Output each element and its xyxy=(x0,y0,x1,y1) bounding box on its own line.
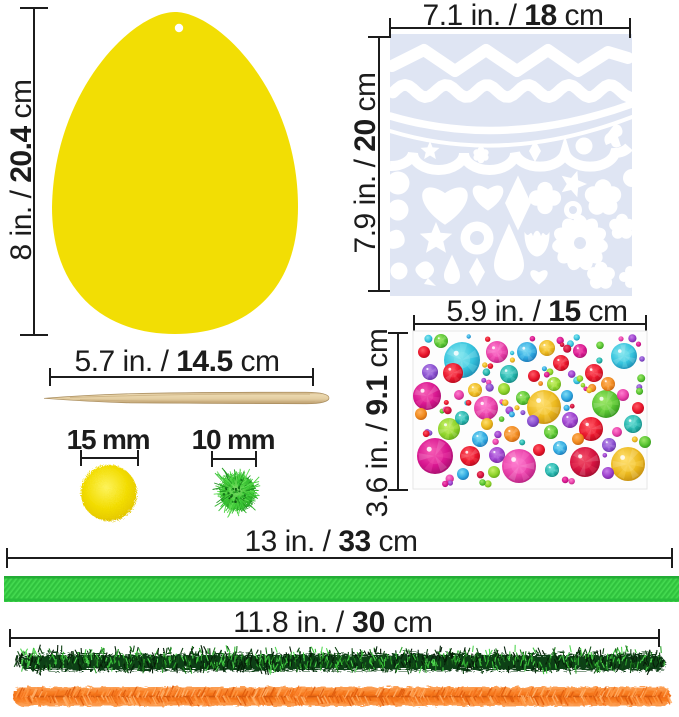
svg-text:5.9 in. / 15 cm: 5.9 in. / 15 cm xyxy=(447,295,628,328)
svg-text:7.1 in. / 18 cm: 7.1 in. / 18 cm xyxy=(423,0,604,32)
svg-text:8 in. / 20.4 cm: 8 in. / 20.4 cm xyxy=(5,80,38,261)
svg-text:13 in. / 33 cm: 13 in. / 33 cm xyxy=(244,525,417,558)
svg-text:5.7 in. / 14.5 cm: 5.7 in. / 14.5 cm xyxy=(75,345,280,378)
svg-text:10 mm: 10 mm xyxy=(192,424,275,455)
svg-text:11.8 in. / 30 cm: 11.8 in. / 30 cm xyxy=(233,606,433,639)
svg-text:3.6 in. / 9.1 cm: 3.6 in. / 9.1 cm xyxy=(361,329,394,518)
svg-text:7.9 in. / 20 cm: 7.9 in. / 20 cm xyxy=(349,73,382,254)
